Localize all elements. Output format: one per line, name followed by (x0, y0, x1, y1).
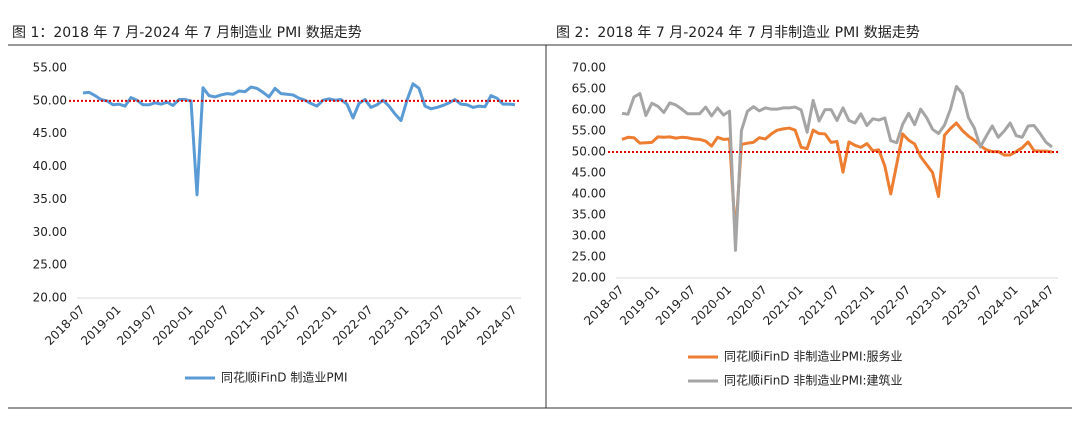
y-tick-label: 35.00 (33, 192, 67, 206)
y-tick-label: 20.00 (33, 291, 67, 305)
series-line (621, 84, 1053, 252)
y-tick-label: 25.00 (33, 258, 67, 272)
legend-label: 同花顺iFinD 制造业PMI (221, 370, 348, 385)
y-tick-label: 45.00 (572, 166, 606, 180)
y-tick-label: 50.00 (572, 145, 606, 159)
chart-title: 图 2：2018 年 7 月-2024 年 7 月非制造业 PMI 数据走势 (556, 25, 920, 41)
series-line (621, 121, 1053, 238)
x-tick-label: 2024-07 (474, 303, 519, 348)
y-tick-label: 35.00 (572, 208, 606, 222)
y-tick-label: 25.00 (572, 250, 606, 264)
y-tick-label: 30.00 (33, 225, 67, 239)
y-tick-label: 50.00 (33, 93, 67, 107)
y-tick-label: 45.00 (33, 126, 67, 140)
y-tick-label: 30.00 (572, 229, 606, 243)
y-tick-label: 60.00 (572, 103, 606, 117)
y-tick-label: 20.00 (572, 271, 606, 285)
chart-title: 图 1：2018 年 7 月-2024 年 7 月制造业 PMI 数据走势 (12, 25, 362, 41)
y-tick-label: 55.00 (572, 124, 606, 138)
y-tick-label: 40.00 (572, 187, 606, 201)
y-tick-label: 40.00 (33, 159, 67, 173)
legend-label: 同花顺iFinD 非制造业PMI:建筑业 (724, 373, 903, 388)
y-tick-label: 70.00 (572, 61, 606, 75)
series-line (82, 82, 516, 197)
legend-label: 同花顺iFinD 非制造业PMI:服务业 (724, 349, 903, 364)
y-tick-label: 65.00 (572, 82, 606, 96)
x-tick-label: 2024-07 (1011, 283, 1056, 328)
y-tick-label: 55.00 (33, 61, 67, 75)
